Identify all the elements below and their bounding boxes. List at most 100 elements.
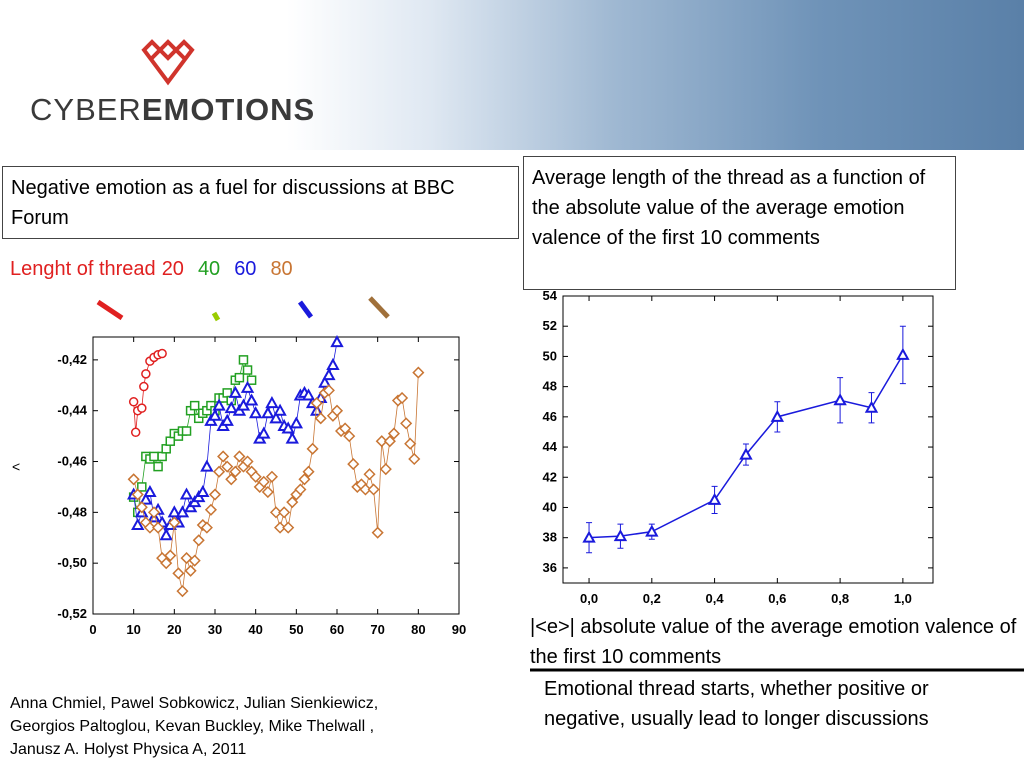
marker [143,484,157,498]
marker [314,412,327,425]
y-axis-label: < [12,459,20,475]
legend-stroke [297,300,314,319]
marker [261,485,274,499]
marker [269,411,283,424]
marker [248,406,263,419]
marker [165,436,176,446]
marker [269,506,283,519]
marker [192,534,205,547]
marker [318,375,332,388]
marker [343,430,356,443]
y-tick-label: -0,46 [57,454,87,469]
logo-bold: EMOTIONS [141,92,316,127]
marker [161,444,171,454]
marker [168,516,181,529]
marker [322,384,335,397]
marker [282,521,295,534]
marker [139,381,149,392]
marker [383,435,396,448]
marker [229,465,242,478]
marker [285,431,299,444]
logo-light: CYBER [30,92,142,127]
marker [330,335,344,348]
x-tick-label: 60 [330,622,344,637]
x-tick-label: 20 [167,622,181,637]
marker [273,403,287,416]
marker [137,403,147,413]
y-tick-label: 44 [543,439,558,454]
marker [157,451,167,462]
y-tick-label: 46 [543,409,557,424]
citation-line: Janusz A. Holyst Physica A, 2011 [10,741,247,758]
marker [582,530,596,543]
marker [707,492,722,505]
citation-line: Georgios Paltoglou, Kevan Buckley, Mike … [10,718,375,735]
marker [127,473,140,486]
marker [404,437,417,450]
legend-entry: 80 [270,258,293,280]
y-tick-label: 52 [543,318,557,333]
marker [278,506,291,519]
marker [135,501,148,514]
x-tick-label: 70 [370,622,384,637]
legend-stroke [368,296,390,319]
x-tick-label: 1,0 [894,591,912,606]
marker [408,452,421,466]
y-tick-label: 36 [543,560,557,575]
x-tick-label: 10 [126,622,140,637]
marker [157,348,167,359]
marker [371,526,384,539]
marker [294,483,307,496]
marker [613,529,628,542]
marker [359,483,372,496]
marker [242,365,253,375]
marker [241,455,254,468]
marker [184,564,197,577]
marker [387,427,400,440]
marker [224,401,238,414]
marker [189,400,200,411]
description-box: Average length of the thread as a functi… [523,156,956,290]
marker [172,567,185,580]
y-tick-label: -0,52 [57,606,87,621]
marker [864,400,879,413]
marker [289,416,304,429]
x-tick-label: 0,2 [643,591,661,606]
legend-strokes [96,296,390,322]
marker [249,470,262,483]
x-tick-label: 90 [452,622,466,637]
marker [143,521,156,534]
logo-icon [141,39,195,86]
marker [286,496,299,509]
marker [179,487,194,500]
marker [274,521,287,534]
y-tick-label: -0,42 [57,352,87,367]
x-tick-label: 50 [289,622,303,637]
marker [257,475,270,488]
marker [220,413,234,426]
conclusion: Emotional thread starts, whether positiv… [544,678,929,730]
marker [770,409,785,422]
marker [306,442,319,455]
marker [196,484,210,498]
marker [221,460,234,473]
marker [240,380,255,393]
y-tick-label: -0,44 [57,403,87,418]
marker [164,549,177,562]
marker [137,482,147,492]
marker [128,397,139,407]
marker [200,459,214,472]
marker [233,450,246,463]
marker [160,557,173,570]
x-tick-label: 0,4 [706,591,725,606]
marker [396,391,409,405]
marker [330,404,344,417]
y-tick-label: 54 [543,288,558,303]
marker [234,372,245,383]
marker [326,357,340,370]
marker [265,470,278,483]
marker [367,483,380,496]
marker [167,505,182,518]
x-tick-label: 80 [411,622,425,637]
